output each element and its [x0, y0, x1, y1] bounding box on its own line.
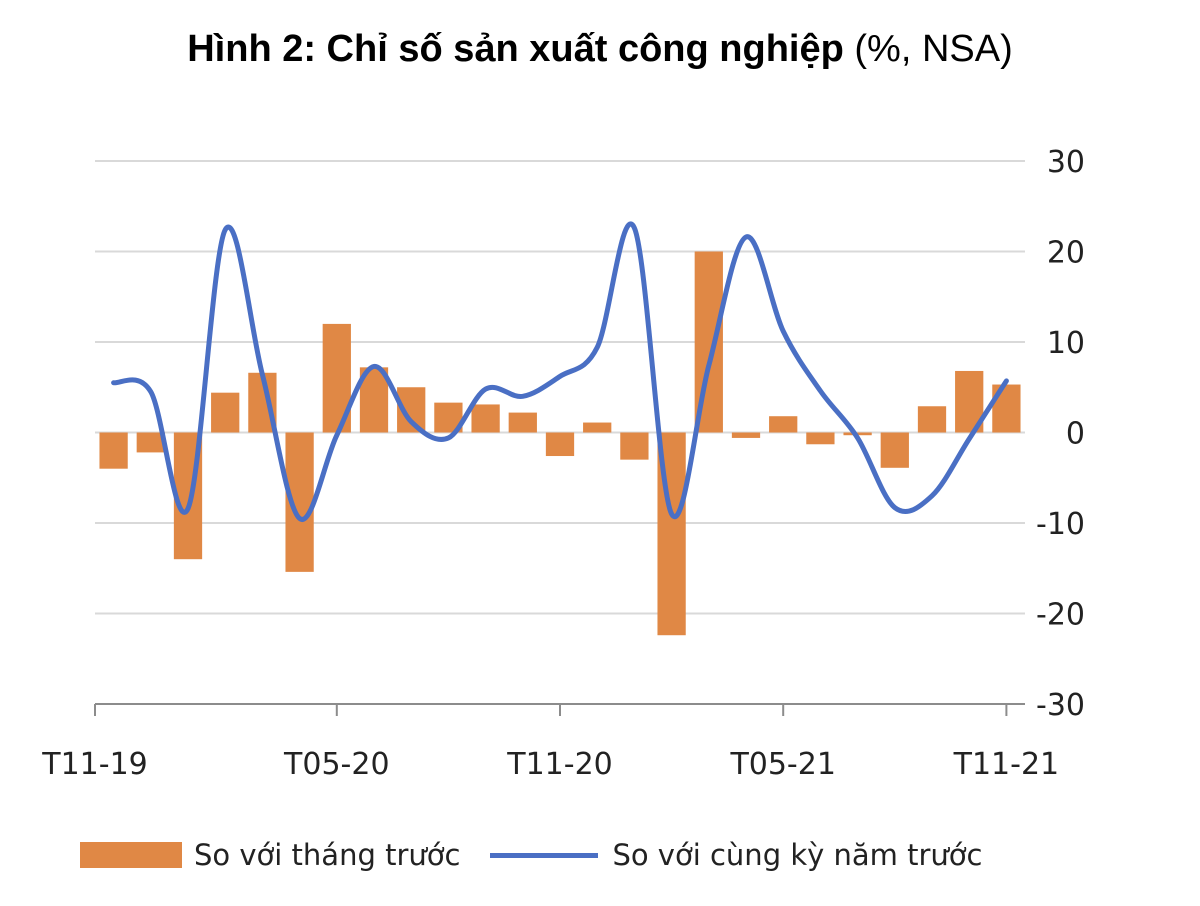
y-tick-label: 20	[1047, 236, 1085, 271]
x-tick-label: T11-19	[41, 747, 148, 782]
bar	[99, 432, 128, 469]
legend-line-label: So với cùng kỳ năm trước	[612, 838, 983, 872]
bar	[769, 416, 798, 433]
x-tick-label: T11-21	[953, 747, 1060, 782]
legend: So với tháng trước So với cùng kỳ năm tr…	[80, 838, 982, 872]
bar	[545, 432, 575, 457]
bar	[211, 392, 240, 433]
y-tick-label: 0	[1066, 417, 1085, 452]
x-tick-label: T05-20	[283, 747, 390, 782]
yoy-line	[111, 221, 1009, 522]
bar	[136, 432, 165, 453]
tick-labels: 30 20 10 0 -10 -20 -30 T11-19 T05-20 T11-20 T05-21…	[41, 145, 1085, 782]
y-tick-label: -10	[1036, 507, 1085, 542]
bar-series	[99, 251, 1021, 636]
y-tick-label: 10	[1047, 326, 1085, 361]
chart-title: Hình 2: Chỉ số sản xuất công nghiệp (%, …	[0, 28, 1200, 71]
x-tick-label: T11-20	[506, 747, 613, 782]
x-tick-label: T05-21	[729, 747, 836, 782]
legend-line-swatch	[490, 852, 599, 858]
bar	[471, 404, 500, 433]
x-axis	[94, 703, 1025, 716]
bar	[508, 412, 537, 433]
chart-plot: 30 20 10 0 -10 -20 -30 T11-19 T05-20 T11-20 T05-21…	[41, 145, 1085, 782]
bar	[620, 432, 649, 460]
bar	[583, 422, 612, 433]
chart-title-main: Hình 2: Chỉ số sản xuất công nghiệp	[187, 28, 844, 70]
chart-title-unit: (%, NSA)	[854, 28, 1013, 70]
grid-lines	[95, 160, 1025, 615]
line-series	[111, 221, 1009, 522]
bar	[917, 406, 947, 433]
y-tick-label: -30	[1036, 688, 1085, 723]
y-tick-label: -20	[1036, 598, 1085, 633]
legend-bar-swatch	[80, 842, 182, 868]
bar	[731, 432, 761, 438]
legend-bar-label: So với tháng trước	[194, 838, 461, 872]
bar	[880, 432, 909, 468]
bar	[806, 432, 835, 445]
y-tick-label: 30	[1047, 145, 1085, 180]
